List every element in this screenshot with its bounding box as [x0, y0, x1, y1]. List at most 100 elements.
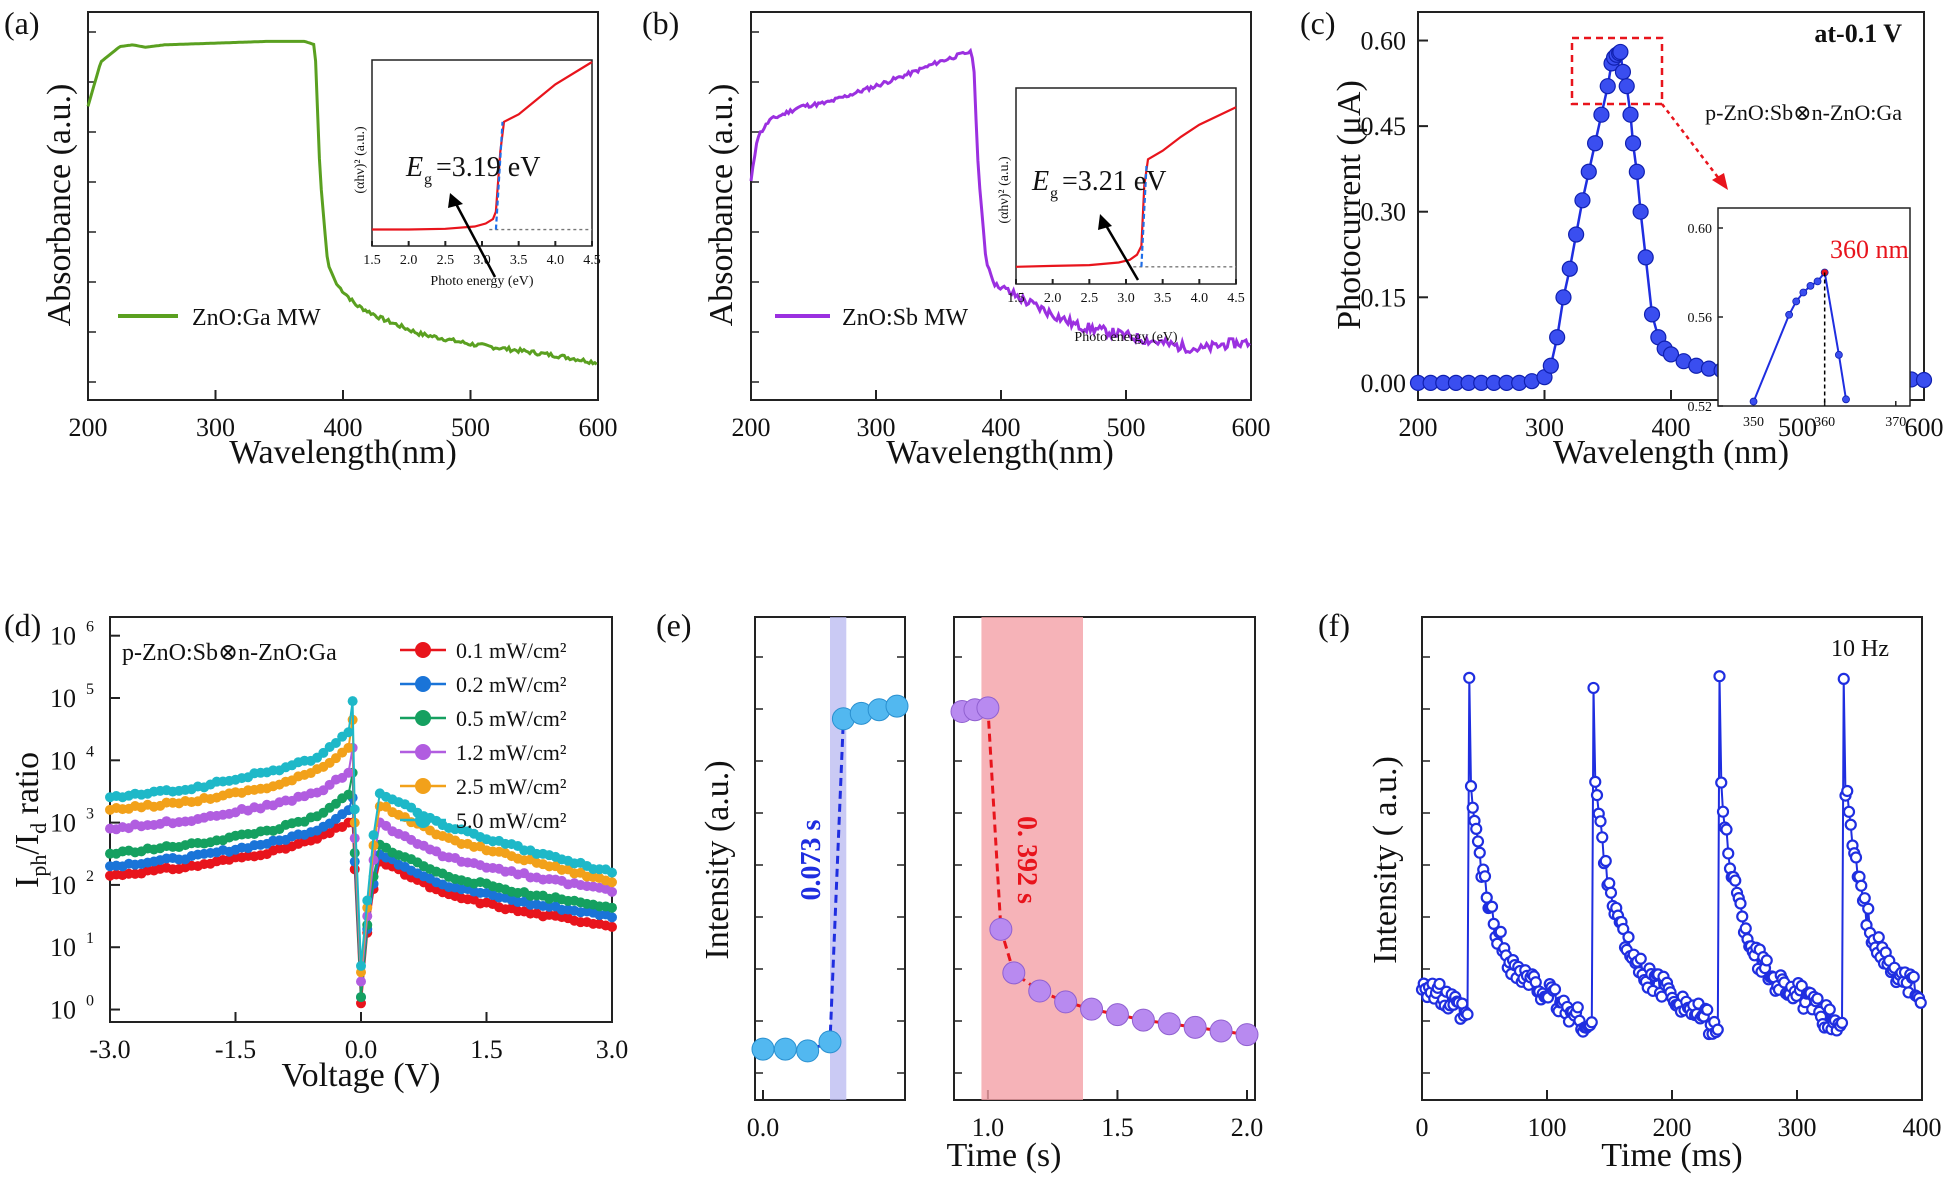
panel-e-rise-point: [796, 1039, 820, 1063]
panel-d-legend-label: 2.5 mW/cm²: [456, 774, 567, 799]
panel-b-letter: (b): [642, 5, 679, 41]
panel-b-inset-xtick-label: 3.5: [1154, 291, 1172, 306]
panel-a-inset-xtick-label: 2.0: [400, 253, 418, 268]
panel-c-photocurrent-point: [1632, 203, 1649, 220]
panel-f-intensity-point: [1914, 996, 1927, 1009]
panel-f-intensity-point: [1760, 954, 1773, 967]
panel-d-series: [105, 696, 617, 1009]
panel-d-xtick-label: 0.0: [345, 1035, 378, 1064]
panel-a-inset-xtick-label: 3.5: [510, 253, 528, 268]
panel-c-zoom-arrowhead: [1712, 173, 1728, 190]
panel-e-xtick-label: 2.0: [1231, 1113, 1264, 1142]
panel-f-intensity-point: [1715, 776, 1728, 789]
panel-f-xtick-label: 0: [1416, 1113, 1429, 1142]
panel-a-absorbance-line: [86, 39, 598, 366]
panel-c-photocurrent-point: [1599, 78, 1616, 95]
panel-d-series-point: [347, 696, 358, 707]
panel-d-series-point: [362, 895, 373, 906]
panel-c-ytick-label: 0.00: [1361, 369, 1407, 398]
panel-d-series-point: [607, 886, 617, 897]
panel-c-photocurrent-point: [1593, 106, 1610, 123]
panel-b-eg-arrow-head: [1098, 214, 1112, 230]
panel-c-xtick-label: 200: [1399, 413, 1438, 442]
panel-f-intensity-point: [1729, 874, 1742, 887]
panel-a-xlabel: Wavelength(nm): [229, 434, 457, 471]
panel-d-ytick-exponent: 2: [86, 868, 94, 885]
panel-f-intensity-point: [1720, 823, 1733, 836]
panel-d-ytick-label: 10: [50, 684, 76, 713]
panel-d-legend-label: 0.1 mW/cm²: [456, 638, 567, 663]
panel-d-series-point: [607, 912, 617, 923]
panel-f-intensity-point: [1587, 681, 1600, 695]
panel-d-legend-marker: [415, 812, 431, 828]
panel-a-inset-xticks: 1.5 2.0 2.5 3.0 3.5 4.0 4.5: [363, 241, 601, 268]
panel-f-intensity-point: [1494, 925, 1507, 938]
panel-b-absorbance-line: [749, 47, 1251, 355]
panel-e-series: [751, 694, 1259, 1063]
panel-f-intensity-point: [1716, 805, 1730, 818]
panel-e-decay-line: [961, 706, 1248, 1037]
panel-c-inset-point: [1806, 281, 1815, 290]
panel-d-ytick-label: 10: [50, 933, 76, 962]
panel-d-series-point: [318, 747, 329, 758]
panel-c-photocurrent-point: [1586, 135, 1604, 152]
panel-a-inset-line: [372, 61, 593, 231]
panel-a-letter: (a): [4, 5, 40, 41]
panel-a-series: [86, 39, 598, 366]
panel-d-series-point: [356, 976, 366, 987]
panel-d-legend-marker: [415, 710, 431, 726]
panel-d-legend-marker: [415, 778, 431, 794]
panel-b-inset-series: [1015, 106, 1237, 268]
panel-c-ytick-label: 0.60: [1361, 27, 1407, 56]
panel-c-xtick-label: 400: [1652, 413, 1691, 442]
panel-d-ytick-label: 10: [50, 871, 76, 900]
panel-c-inset-ytick-label: 0.56: [1688, 311, 1713, 326]
panel-f-intensity-point: [1907, 970, 1920, 983]
panel-d-series-point: [607, 921, 617, 932]
panel-f-intensity-point: [1872, 931, 1885, 944]
panel-a-inset-frame: [371, 59, 593, 247]
panel-c-ytick-label: 0.45: [1361, 112, 1407, 141]
panel-b-inset-xtick-label: 2.0: [1044, 291, 1062, 306]
panel-a-inset-series: [372, 61, 593, 231]
panel-f-intensity-point: [1811, 992, 1824, 1005]
panel-e-decay-point: [1131, 1008, 1155, 1032]
panel-d-series-point: [368, 830, 379, 841]
panel-a-eg-value: =3.19 eV: [436, 152, 540, 183]
panel-e-bands: [830, 617, 1083, 1100]
panel-c-photocurrent-point: [1662, 346, 1680, 363]
panel-d-xtick-label: -1.5: [215, 1035, 256, 1064]
panel-c-photocurrent-point: [1622, 106, 1639, 123]
panel-b-inset-xlabel: Photo energy (eV): [1074, 330, 1177, 345]
panel-a-xtick-label: 400: [324, 413, 363, 442]
panel-a-xticks: 200 300 400 500 600: [69, 31, 618, 442]
panel-b-inset-ylabel: (αhν)² (a.u.): [997, 156, 1012, 224]
panel-c-photocurrent-point: [1574, 192, 1591, 209]
panel-f-intensity-point: [1464, 780, 1478, 793]
panel-d-ytick-exponent: 5: [86, 681, 94, 698]
panel-f-intensity-point: [1485, 900, 1499, 913]
panel-f-intensity-point: [1634, 952, 1647, 965]
panel-a-inset-xtick-label: 2.5: [437, 253, 455, 268]
panel-c-xtick-label: 500: [1778, 413, 1817, 442]
panel-d-ytick-exponent: 6: [86, 619, 94, 636]
panel-b-xticks: 200 300 400 500 600: [732, 31, 1271, 442]
panel-f-intensity-point: [1701, 1003, 1714, 1016]
panel-a-eg-arrow-head: [448, 193, 463, 208]
panel-c-photocurrent-point: [1618, 78, 1635, 95]
panel-a-inset-xtick-label: 4.5: [583, 253, 601, 268]
panel-d-series-point: [607, 902, 617, 913]
panel-f-intensity-point: [1713, 670, 1726, 683]
panel-b-xtick-label: 200: [732, 413, 771, 442]
panel-d-ytick-label: 10: [50, 746, 76, 775]
panel-b-eg-value: =3.21 eV: [1062, 166, 1166, 197]
panel-d-ytick-label: 10: [50, 622, 76, 651]
panel-b-inset-xtick-label: 4.0: [1191, 291, 1209, 306]
panel-f-intensity-point: [1603, 877, 1616, 890]
panel-c-photocurrent-point: [1555, 289, 1572, 306]
panel-f-intensity-point: [1841, 784, 1854, 798]
panel-c-photocurrent-point: [1549, 329, 1566, 346]
panel-c-inset-xtick-label: 360: [1814, 415, 1835, 430]
panel-d: (d) -3.0 -1.5 0.0 1.5 3.010 010 110 210 310 410 51…: [4, 607, 628, 1094]
panel-b-inset-xtick-label: 4.5: [1227, 291, 1245, 306]
